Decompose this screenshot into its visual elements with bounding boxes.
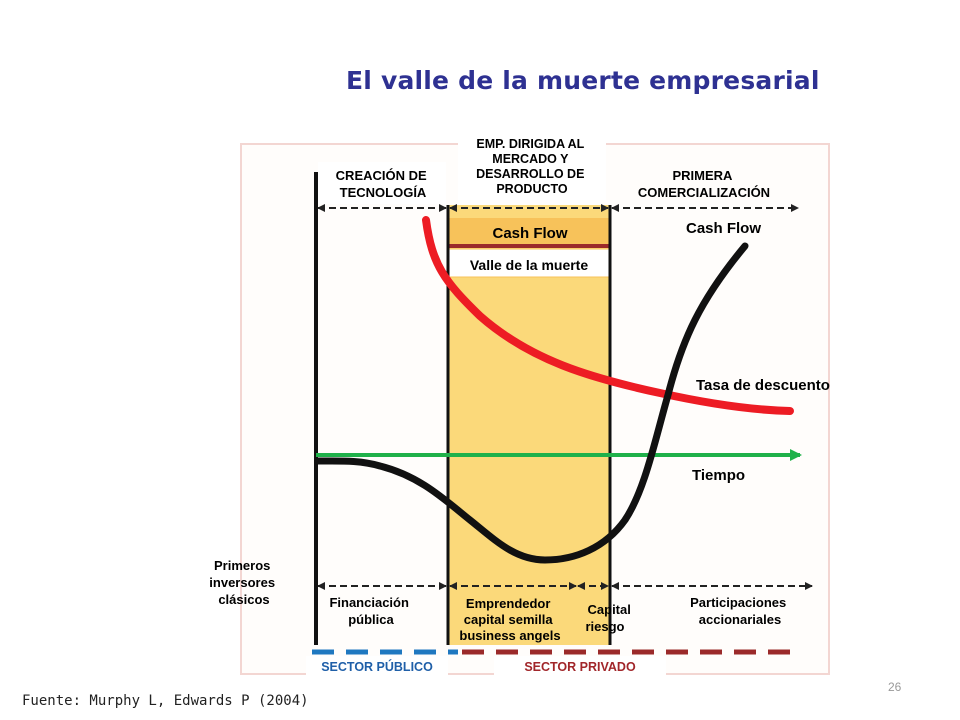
sector-privado-bg [494, 656, 666, 676]
investors-line-1: Primeros [214, 558, 270, 573]
investors-line-2: inversores [209, 575, 275, 590]
phase-emp-line-1: EMP. DIRIGIDA AL [476, 137, 584, 151]
investors-line-3: clásicos [218, 592, 269, 607]
financing-capital-line-1: Capital [588, 602, 631, 617]
valley-cash-flow-label: Cash Flow [492, 225, 567, 242]
phase-primera-line-1: PRIMERA [672, 168, 733, 183]
source-citation: Fuente: Murphy L, Edwards P (2004) [22, 693, 309, 709]
discount-rate-label: Tasa de descuento [696, 377, 830, 394]
sector-publico-label: SECTOR PÚBLICO [321, 659, 433, 674]
phase-emp-line-2: MERCADO Y [492, 152, 569, 166]
financing-publica-line-1: Financiación [329, 595, 409, 610]
cash-flow-curve-label: Cash Flow [686, 220, 761, 237]
cash-flow-curve [314, 242, 749, 564]
phase-creacion-line-2: TECNOLOGÍA [340, 185, 427, 200]
financing-emprendedor-line-2: capital semilla [464, 612, 554, 627]
financing-participaciones-line-2: accionariales [699, 612, 781, 627]
phase-label-bg-creacion [318, 162, 446, 204]
financing-publica-line-2: pública [348, 612, 394, 627]
sector-privado-label: SECTOR PRIVADO [524, 660, 636, 674]
sector-publico-bg [306, 656, 448, 676]
financing-capital-line-2: riesgo [585, 619, 624, 634]
phase-label-creacion: CREACIÓN DE TECNOLOGÍA [336, 168, 431, 200]
valley-of-death-label: Valle de la muerte [470, 257, 588, 273]
valley-band [449, 205, 610, 645]
cash-flow-box [449, 218, 610, 246]
page-number: 26 [888, 680, 902, 694]
phase-label-emp: EMP. DIRIGIDA AL MERCADO Y DESARROLLO DE… [476, 137, 588, 196]
phase-primera-line-2: COMERCIALIZACIÓN [638, 185, 770, 200]
financing-capital-label: Capital riesgo [585, 602, 634, 634]
phase-creacion-line-1: CREACIÓN DE [336, 168, 427, 183]
phase-label-bg-emp [458, 132, 606, 200]
financing-participaciones-label: Participaciones accionariales [690, 595, 790, 627]
financing-emprendedor-label: Emprendedor capital semilla business ang… [459, 596, 560, 643]
phase-emp-line-3: DESARROLLO DE [476, 167, 584, 181]
discount-rate-curve [422, 216, 794, 415]
page-title: El valle de la muerte empresarial [346, 66, 820, 95]
investors-label: Primeros inversores clásicos [209, 558, 278, 607]
phase-emp-line-4: PRODUCTO [496, 182, 568, 196]
financing-participaciones-line-1: Participaciones [690, 595, 786, 610]
financing-publica-label: Financiación pública [329, 595, 412, 627]
financing-emprendedor-line-1: Emprendedor [466, 596, 551, 611]
phase-label-primera: PRIMERA COMERCIALIZACIÓN [638, 168, 770, 200]
financing-emprendedor-line-3: business angels [459, 628, 560, 643]
time-label: Tiempo [692, 467, 745, 484]
